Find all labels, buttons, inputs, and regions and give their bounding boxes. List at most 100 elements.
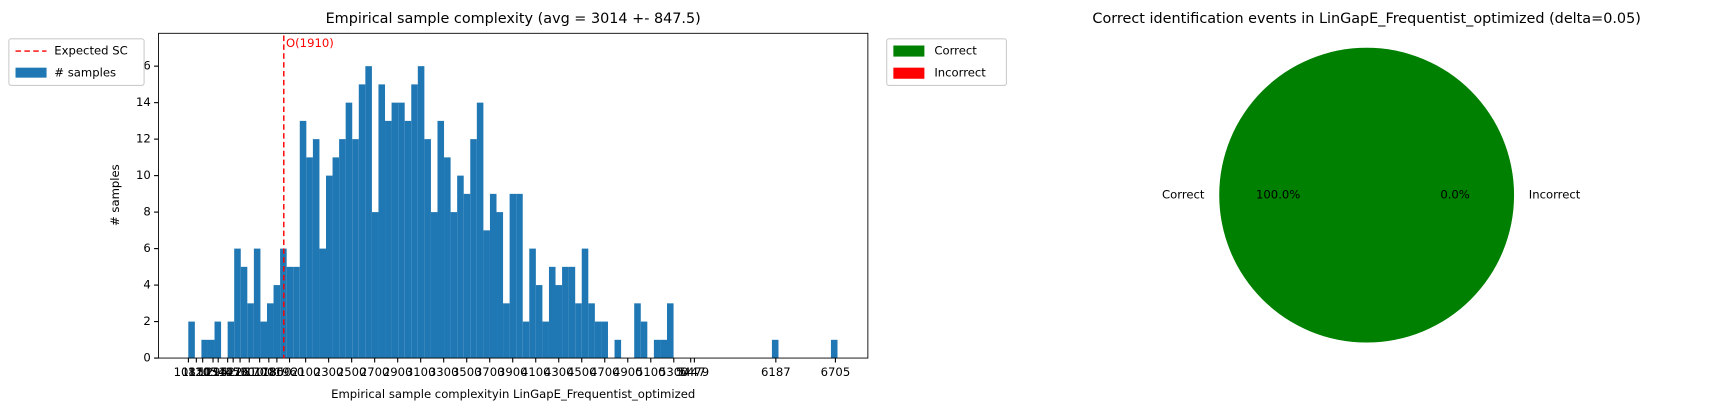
bar: [476, 102, 484, 359]
bar: [385, 120, 392, 359]
bar: [483, 230, 490, 359]
legend-swatch: [893, 45, 925, 57]
y-tick-label: 12: [136, 132, 151, 146]
x-tick-label: 1295: [198, 365, 228, 379]
bar: [253, 248, 261, 359]
bar: [509, 193, 517, 359]
bar: [771, 339, 779, 359]
y-tick-label: 8: [143, 205, 150, 219]
x-tick-label: 5100: [636, 365, 666, 379]
x-tick-label: 3100: [406, 365, 436, 379]
bar: [640, 321, 648, 359]
bar: [339, 139, 346, 359]
legend-label: Expected SC: [54, 44, 127, 58]
bar: [234, 248, 241, 359]
x-tick-label: 4700: [590, 365, 620, 379]
bar: [548, 266, 556, 359]
bar: [201, 339, 208, 359]
x-tick-label: 3300: [429, 365, 459, 379]
x-tick-label: 1340: [203, 365, 233, 379]
x-tick-label: 4900: [613, 365, 643, 379]
bar: [371, 212, 379, 359]
x-tick-label: 5447: [676, 365, 706, 379]
x-tick-label: 4100: [521, 365, 551, 379]
bar: [430, 212, 438, 359]
x-tick-label: 2500: [337, 365, 367, 379]
y-tick-label: 0: [143, 351, 150, 365]
x-tick-label: 1850: [262, 365, 292, 379]
bar: [319, 248, 327, 359]
bar: [503, 303, 510, 359]
bar: [463, 193, 471, 359]
bar: [562, 266, 569, 359]
y-tick-label: 6: [143, 241, 150, 255]
bar: [516, 193, 523, 359]
bar: [424, 139, 431, 359]
x-tick-label: 1081: [174, 365, 204, 379]
pie-title: Correct identification events in LinGapE…: [1092, 11, 1640, 27]
x-tick-label: 1530: [225, 365, 255, 379]
x-tick-label: 4500: [567, 365, 597, 379]
y-tick-label: 4: [143, 278, 150, 292]
bar: [457, 175, 464, 359]
bar: [391, 102, 399, 359]
bar: [417, 66, 425, 359]
x-tick-label: 5479: [680, 365, 710, 379]
x-tick-label: 3500: [452, 365, 482, 379]
x-tick-label: 1205: [188, 365, 218, 379]
bar: [581, 248, 589, 359]
x-tick-label: 1470: [218, 365, 248, 379]
bar: [286, 266, 294, 359]
bar: [542, 321, 549, 359]
bar: [404, 120, 412, 359]
expected-label: O(1910): [286, 36, 334, 50]
hist-title: Empirical sample complexity (avg = 3014 …: [326, 11, 701, 27]
bar: [594, 321, 602, 359]
bar: [660, 339, 667, 359]
bar: [522, 321, 530, 359]
bar: [188, 321, 195, 359]
bar: [653, 339, 661, 359]
bar: [227, 321, 235, 359]
bar: [666, 303, 674, 359]
x-tick-label: 5300: [659, 365, 689, 379]
bar: [266, 303, 274, 359]
bar: [207, 339, 215, 359]
bar: [588, 303, 595, 359]
bar: [299, 120, 307, 359]
bar: [450, 212, 458, 359]
pie-percent: 0.0%: [1440, 188, 1470, 202]
bar: [365, 66, 372, 359]
bar: [470, 139, 477, 359]
x-tick-label: 6187: [761, 365, 791, 379]
bar: [398, 102, 405, 359]
x-tick-label: 3700: [475, 365, 505, 379]
x-tick-label: 1780: [254, 365, 284, 379]
bar: [555, 285, 563, 359]
x-tick-label: 1700: [245, 365, 275, 379]
bar: [489, 193, 497, 359]
bar: [411, 84, 418, 359]
legend-label: # samples: [54, 66, 116, 80]
x-tick-label: 2900: [383, 365, 413, 379]
x-tick-label: 2700: [360, 365, 390, 379]
bar: [332, 157, 340, 359]
bar: [326, 175, 333, 359]
bar: [378, 84, 386, 359]
legend-label: Correct: [934, 44, 977, 58]
x-tick-label: 4300: [544, 365, 574, 379]
x-tick-label: 1422: [213, 365, 243, 379]
bar: [535, 285, 543, 359]
bar: [358, 84, 366, 359]
bar: [345, 102, 353, 359]
bar: [830, 339, 838, 359]
bar: [312, 139, 320, 359]
bar: [614, 339, 622, 359]
bar: [568, 266, 576, 359]
x-tick-label: 1960: [275, 365, 305, 379]
y-tick-label: 10: [136, 168, 151, 182]
bar: [634, 303, 641, 359]
bar: [273, 285, 281, 359]
pie-wedge: [1219, 47, 1515, 343]
